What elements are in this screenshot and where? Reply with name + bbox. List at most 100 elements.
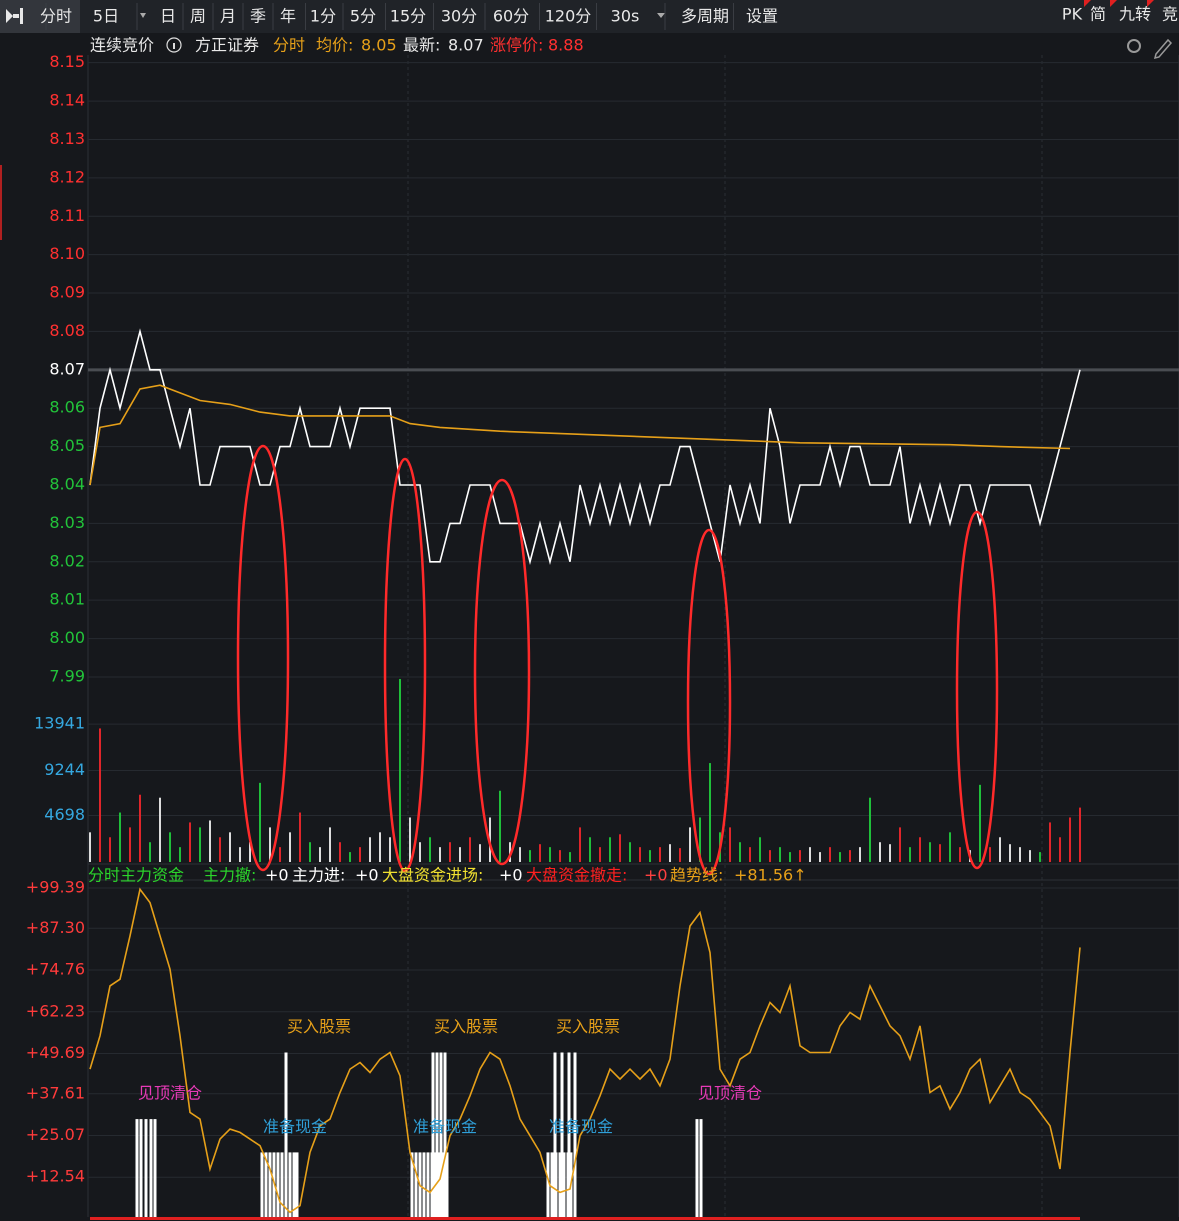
signal-bar (268, 1152, 272, 1219)
y-tick-label: 7.99 (49, 666, 85, 685)
volume-bar (829, 847, 831, 862)
tab[interactable]: 30s (611, 7, 640, 26)
signal-bar (264, 1152, 268, 1219)
y-tick-label: 8.09 (49, 283, 85, 302)
volume-bar (799, 850, 801, 862)
volume-bar (749, 847, 751, 862)
volume-bar (859, 847, 861, 862)
tab[interactable]: 30分 (441, 7, 477, 26)
volume-bar (199, 827, 201, 862)
info-limit-label: 涨停价: (490, 36, 543, 55)
bottom-line (90, 1217, 1080, 1220)
signal-label: 准备现金 (263, 1117, 327, 1136)
volume-bar (509, 842, 511, 862)
volume-bar (649, 850, 651, 862)
right-tab[interactable]: 九转 (1119, 5, 1151, 24)
tab[interactable]: 1分 (310, 7, 336, 26)
volume-bar (349, 852, 351, 862)
signal-bar (550, 1152, 554, 1219)
signal-bar (443, 1052, 447, 1219)
legend-value: +0 (644, 866, 668, 885)
signal-bar (149, 1119, 153, 1219)
signal-label: 见顶清仓 (698, 1084, 762, 1103)
volume-bar (849, 850, 851, 862)
info-latest: 8.07 (448, 36, 484, 55)
volume-bar (119, 812, 121, 862)
signal-bar (546, 1152, 550, 1219)
volume-bar (739, 842, 741, 862)
annotation-ellipse (236, 444, 290, 872)
tab[interactable]: 分时 (40, 7, 72, 26)
volume-bar (599, 847, 601, 862)
legend-label: 趋势线: (670, 866, 723, 885)
volume-bar (659, 847, 661, 862)
tab[interactable]: 15分 (390, 7, 426, 26)
info-avg-label: 均价: (316, 36, 353, 55)
volume-bar (639, 847, 641, 862)
volume-bar (959, 847, 961, 862)
signal-bar (260, 1152, 264, 1219)
volume-bar (499, 790, 501, 862)
volume-bar (869, 797, 871, 862)
signal-label: 见顶清仓 (138, 1084, 202, 1103)
info-icon[interactable] (166, 37, 182, 53)
volume-bar (239, 847, 241, 862)
tab[interactable]: 120分 (545, 7, 592, 26)
tab[interactable]: 5分 (350, 7, 376, 26)
y-tick-label: 8.03 (49, 513, 85, 532)
tab[interactable]: 设置 (746, 7, 778, 26)
edit-icon[interactable] (1153, 38, 1173, 60)
volume-bar (539, 844, 541, 862)
volume-bar (709, 763, 711, 862)
volume-bar (819, 852, 821, 862)
volume-bar (1079, 807, 1081, 862)
tab[interactable]: 日 (160, 7, 176, 26)
y-tick-label: 8.15 (49, 52, 85, 71)
tab[interactable]: 年 (280, 7, 296, 26)
tab[interactable]: 季 (250, 7, 266, 26)
info-avg: 8.05 (361, 36, 397, 55)
tab[interactable]: 5日 (93, 7, 119, 26)
volume-bar (269, 827, 271, 862)
volume-bar (109, 837, 111, 862)
volume-bar (1069, 817, 1071, 862)
signal-bar (144, 1119, 148, 1219)
volume-bar (219, 837, 221, 862)
info-icon-dot (173, 43, 175, 49)
volume-bar (589, 837, 591, 862)
y-tick-label: 8.12 (49, 167, 85, 186)
right-tab[interactable]: 竞 (1162, 5, 1178, 24)
y-tick-label: 8.01 (49, 590, 85, 609)
settings-icon[interactable] (1127, 39, 1141, 53)
y-tick-label: 8.10 (49, 244, 85, 263)
volume-bar (729, 827, 731, 862)
right-tab[interactable]: 简 (1090, 5, 1106, 24)
volume-bar (229, 832, 231, 862)
volume-bar (899, 827, 901, 862)
volume-bar (259, 782, 261, 862)
tab[interactable]: 多周期 (681, 7, 729, 26)
tab[interactable]: 月 (220, 7, 236, 26)
tab[interactable]: 60分 (493, 7, 529, 26)
volume-bar (779, 847, 781, 862)
tab[interactable]: 周 (190, 7, 206, 26)
signal-bar (567, 1052, 571, 1219)
y-tick-label: 8.04 (49, 475, 85, 494)
right-tab[interactable]: PK (1062, 5, 1083, 24)
legend-value: +81.56↑ (734, 866, 807, 885)
volume-bar (469, 837, 471, 862)
y-tick-label: +25.07 (26, 1125, 85, 1144)
volume-bar (149, 842, 151, 862)
volume-bar (929, 842, 931, 862)
volume-bar (699, 817, 701, 862)
volume-bar (529, 850, 531, 862)
volume-bar (369, 837, 371, 862)
legend-label: 大盘资金撤走: (526, 866, 627, 885)
volume-bar (1059, 837, 1061, 862)
legend-label: 大盘资金进场: (382, 866, 483, 885)
volume-bar (399, 678, 401, 862)
corner-flag (1110, 0, 1117, 7)
volume-bar (809, 847, 811, 862)
volume-bar (1029, 850, 1031, 862)
volume-bar (519, 847, 521, 862)
